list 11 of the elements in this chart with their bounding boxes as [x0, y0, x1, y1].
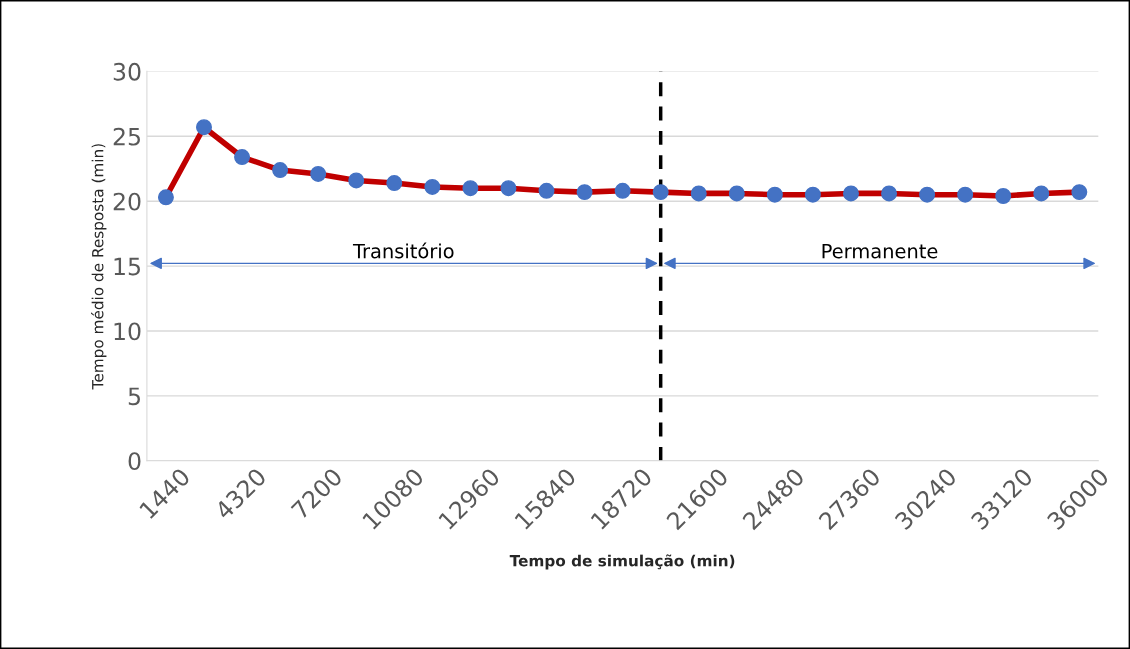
x-axis-title: Tempo de simulação (min): [509, 554, 735, 570]
annotation: Permanente: [822, 243, 938, 259]
y-tick-label: 25: [113, 127, 140, 146]
y-tick-label: 5: [128, 387, 140, 406]
y-tick-label: 20: [113, 192, 141, 211]
y-tick-label: 30: [113, 62, 141, 81]
y-axis-title: Tempo médio de Resposta (min): [91, 144, 107, 390]
y-tick-label: 15: [114, 257, 140, 276]
annotation: Transitório: [352, 242, 454, 259]
y-tick-label: 0: [128, 452, 141, 471]
y-tick-label: 10: [114, 322, 141, 341]
